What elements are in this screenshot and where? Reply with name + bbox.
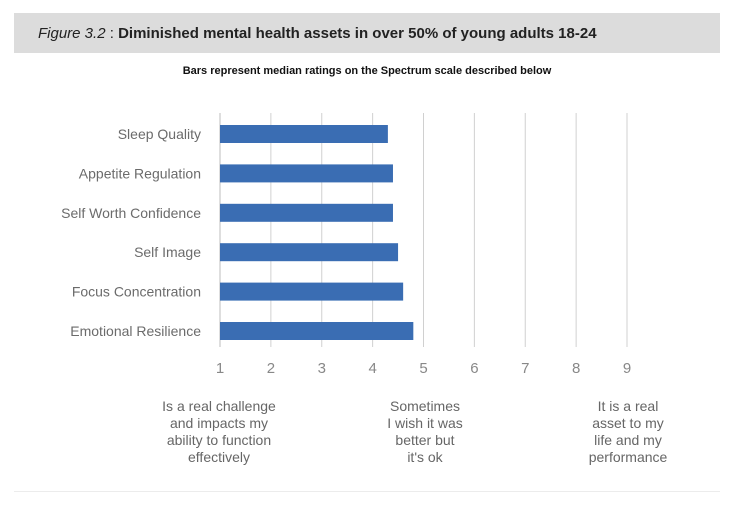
scale-description-line: It is a real xyxy=(597,398,659,414)
figure-title-text: Diminished mental health assets in over … xyxy=(118,25,597,42)
x-tick-label: 9 xyxy=(623,360,631,377)
x-tick-label: 2 xyxy=(267,360,275,377)
x-tick-label: 1 xyxy=(216,360,224,377)
scale-description-line: better but xyxy=(395,432,455,448)
figure-title: Figure 3.2 : Diminished mental health as… xyxy=(38,25,597,42)
category-label: Appetite Regulation xyxy=(79,165,201,181)
category-label: Focus Concentration xyxy=(72,284,201,300)
figure-panel: Figure 3.2 : Diminished mental health as… xyxy=(14,13,720,492)
scale-description-line: Sometimes xyxy=(389,398,461,414)
bar xyxy=(220,282,404,301)
x-tick-label: 3 xyxy=(318,360,326,377)
figure-header: Figure 3.2 : Diminished mental health as… xyxy=(14,13,720,53)
chart-title: Bars represent median ratings on the Spe… xyxy=(182,65,552,77)
scale-description-line: asset to my xyxy=(592,415,664,431)
bar xyxy=(220,243,399,262)
scale-description-line: effectively xyxy=(188,449,250,465)
bar xyxy=(220,125,388,143)
scale-description-low: Is a real challenge and impacts my abili… xyxy=(148,398,290,466)
scale-description-line: I wish it was xyxy=(387,415,463,431)
bar xyxy=(220,164,393,183)
figure-separator: : xyxy=(109,25,114,42)
x-tick-label: 7 xyxy=(521,360,529,377)
scale-description-mid: Sometimes I wish it was better but it's … xyxy=(370,398,480,466)
scale-description-line: performance xyxy=(588,449,668,465)
x-tick-label: 8 xyxy=(572,360,580,377)
scale-description-line: it's ok xyxy=(407,449,443,465)
category-label: Self Worth Confidence xyxy=(61,205,201,221)
scale-description-line: life and my xyxy=(594,432,662,448)
scale-description-line: Is a real challenge xyxy=(162,398,276,414)
bar xyxy=(220,203,393,222)
bar xyxy=(220,322,414,340)
scale-description-line: ability to function xyxy=(166,432,272,448)
scale-description-line: and impacts my xyxy=(169,415,269,431)
x-tick-label: 5 xyxy=(419,360,427,377)
x-tick-label: 4 xyxy=(368,360,376,377)
category-label: Sleep Quality xyxy=(118,126,201,142)
category-label: Emotional Resilience xyxy=(70,323,201,339)
category-label: Self Image xyxy=(134,244,201,260)
scale-description-high: It is a real asset to my life and my per… xyxy=(574,398,682,466)
x-tick-label: 6 xyxy=(470,360,478,377)
figure-label: Figure 3.2 xyxy=(38,25,106,42)
